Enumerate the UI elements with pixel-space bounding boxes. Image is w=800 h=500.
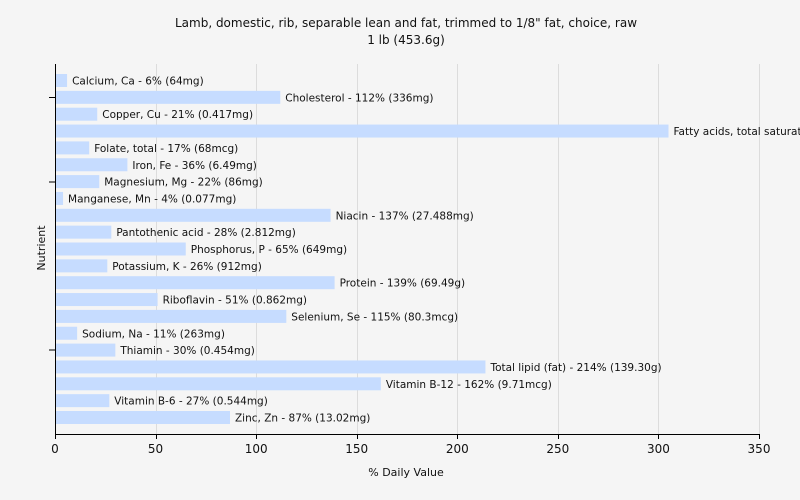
- bar: [55, 158, 128, 172]
- x-tick-label: 0: [51, 442, 59, 456]
- bar: [55, 90, 281, 104]
- bar: [55, 141, 90, 155]
- data-label: Sodium, Na - 11% (263mg): [82, 328, 225, 340]
- data-label: Copper, Cu - 21% (0.417mg): [102, 109, 253, 121]
- bar: [55, 74, 68, 87]
- chart-subtitle: 1 lb (453.6g): [367, 33, 445, 47]
- data-label: Iron, Fe - 36% (6.49mg): [132, 160, 256, 172]
- bar: [55, 225, 112, 239]
- axes: 0 50 100 150 200 250 300 350: [49, 64, 770, 456]
- x-tick-label: 250: [546, 442, 569, 456]
- data-label: Cholesterol - 112% (336mg): [285, 92, 433, 104]
- bar: [55, 208, 331, 222]
- data-label: Vitamin B-6 - 27% (0.544mg): [114, 396, 268, 408]
- data-label: Pantothenic acid - 28% (2.812mg): [116, 227, 295, 239]
- data-label: Total lipid (fat) - 214% (139.30g): [489, 362, 661, 374]
- x-tick-label: 150: [345, 442, 368, 456]
- bar: [55, 175, 100, 189]
- bar: [55, 276, 335, 290]
- bar: [55, 411, 230, 424]
- bar: [55, 360, 486, 374]
- bar: [55, 107, 98, 121]
- x-tick-label: 350: [748, 442, 771, 456]
- y-axis-label: Nutrient: [35, 225, 48, 271]
- bar: [55, 242, 186, 256]
- x-tick-label: 50: [148, 442, 163, 456]
- x-tick-label: 100: [245, 442, 268, 456]
- bar: [55, 191, 64, 205]
- bar: [55, 293, 158, 307]
- bar: [55, 124, 669, 138]
- bar: [55, 343, 116, 357]
- bar: [55, 326, 78, 340]
- data-label: Niacin - 137% (27.488mg): [336, 210, 474, 222]
- x-tick-label: 200: [446, 442, 469, 456]
- bars: Calcium, Ca - 6% (64mg) Cholesterol - 112…: [55, 74, 800, 425]
- data-label: Folate, total - 17% (68mcg): [94, 143, 238, 155]
- data-label: Vitamin B-12 - 162% (9.71mcg): [386, 379, 552, 391]
- data-label: Calcium, Ca - 6% (64mg): [72, 76, 204, 88]
- bar: [55, 309, 287, 323]
- data-label: Potassium, K - 26% (912mg): [112, 261, 262, 273]
- data-label: Riboflavin - 51% (0.862mg): [163, 295, 307, 307]
- data-label: Fatty acids, total saturated - 305% (60.…: [673, 126, 800, 138]
- x-tick-label: 300: [647, 442, 670, 456]
- data-label: Thiamin - 30% (0.454mg): [119, 345, 255, 357]
- chart-title: Lamb, domestic, rib, separable lean and …: [175, 16, 637, 30]
- bar: [55, 394, 110, 408]
- x-axis-label: % Daily Value: [368, 466, 444, 479]
- data-label: Manganese, Mn - 4% (0.077mg): [68, 193, 236, 205]
- bar: [55, 259, 108, 273]
- data-label: Phosphorus, P - 65% (649mg): [191, 244, 347, 256]
- data-label: Magnesium, Mg - 22% (86mg): [104, 177, 263, 189]
- data-label: Protein - 139% (69.49g): [340, 278, 466, 290]
- bar: [55, 377, 381, 391]
- data-label: Selenium, Se - 115% (80.3mcg): [291, 311, 458, 323]
- data-label: Zinc, Zn - 87% (13.02mg): [235, 413, 370, 425]
